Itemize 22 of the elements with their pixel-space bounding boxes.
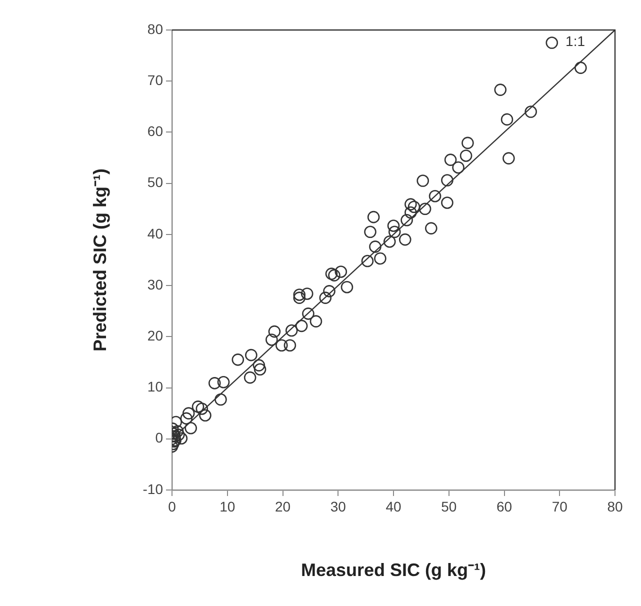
x-tick-label: 50: [441, 498, 457, 514]
y-tick-label: 30: [147, 276, 164, 292]
y-tick-label: 20: [147, 328, 164, 344]
x-tick-label: 30: [330, 498, 346, 514]
y-tick-label: 80: [147, 20, 164, 37]
y-tick-label: 50: [147, 174, 164, 190]
y-tick-label: 0: [155, 430, 164, 446]
annotation: 1:1: [566, 32, 586, 49]
x-tick-label: 40: [386, 498, 402, 514]
x-tick-label: 10: [220, 498, 236, 514]
y-tick-label: 10: [147, 378, 164, 395]
x-tick-label: 70: [552, 498, 568, 514]
x-tick-label: 60: [496, 498, 512, 514]
x-tick-label: 20: [274, 498, 291, 514]
y-axis-title: Predicted SIC (g kg⁻¹): [90, 168, 110, 352]
y-tick-label: 40: [147, 225, 164, 242]
y-tick-label: -10: [142, 480, 164, 497]
y-tick-label: 60: [147, 123, 164, 140]
x-axis-title: Measured SIC (g kg⁻¹): [300, 560, 486, 580]
y-tick-label: 70: [147, 72, 164, 88]
x-tick-label: 0: [168, 498, 176, 514]
x-tick-label: 80: [607, 498, 623, 514]
